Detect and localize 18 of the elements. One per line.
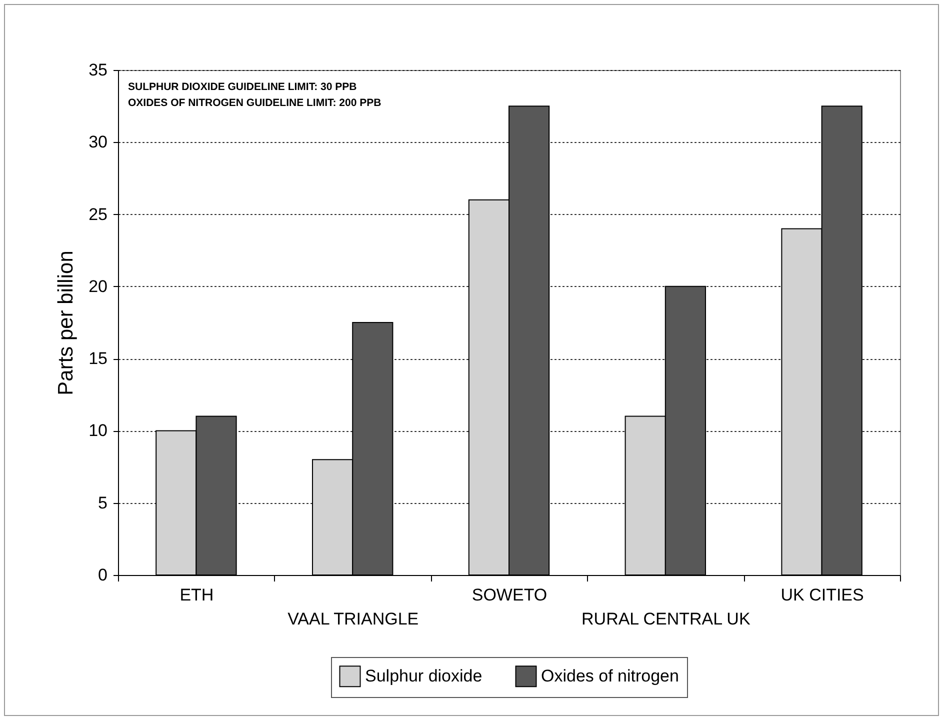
y-tick-label: 30 [88, 132, 108, 152]
x-tick-label: VAAL TRIANGLE [288, 610, 419, 628]
y-tick-label: 35 [88, 60, 108, 80]
y-tick-label: 25 [88, 204, 108, 224]
annotation: OXIDES OF NITROGEN GUIDELINE LIMIT: 200 PPB [128, 97, 382, 109]
y-tick-label: 20 [88, 276, 108, 296]
y-tick-label: 15 [88, 349, 108, 368]
y-axis-title: Parts per billion [54, 250, 78, 396]
legend-label: Sulphur dioxide [365, 666, 482, 686]
x-tick-label: RURAL CENTRAL UK [582, 610, 751, 628]
x-tick-label: SOWETO [472, 586, 548, 604]
x-tick-label: ETH [180, 586, 214, 604]
x-tick-label: UK CITIES [780, 586, 864, 604]
y-tick-label: 5 [98, 493, 108, 512]
y-tick-label: 10 [88, 421, 108, 440]
annotation: SULPHUR DIOXIDE GUIDELINE LIMIT: 30 PPB [128, 81, 358, 93]
y-tick-label: 0 [98, 566, 108, 584]
legend-label: Oxides of nitrogen [541, 666, 679, 686]
